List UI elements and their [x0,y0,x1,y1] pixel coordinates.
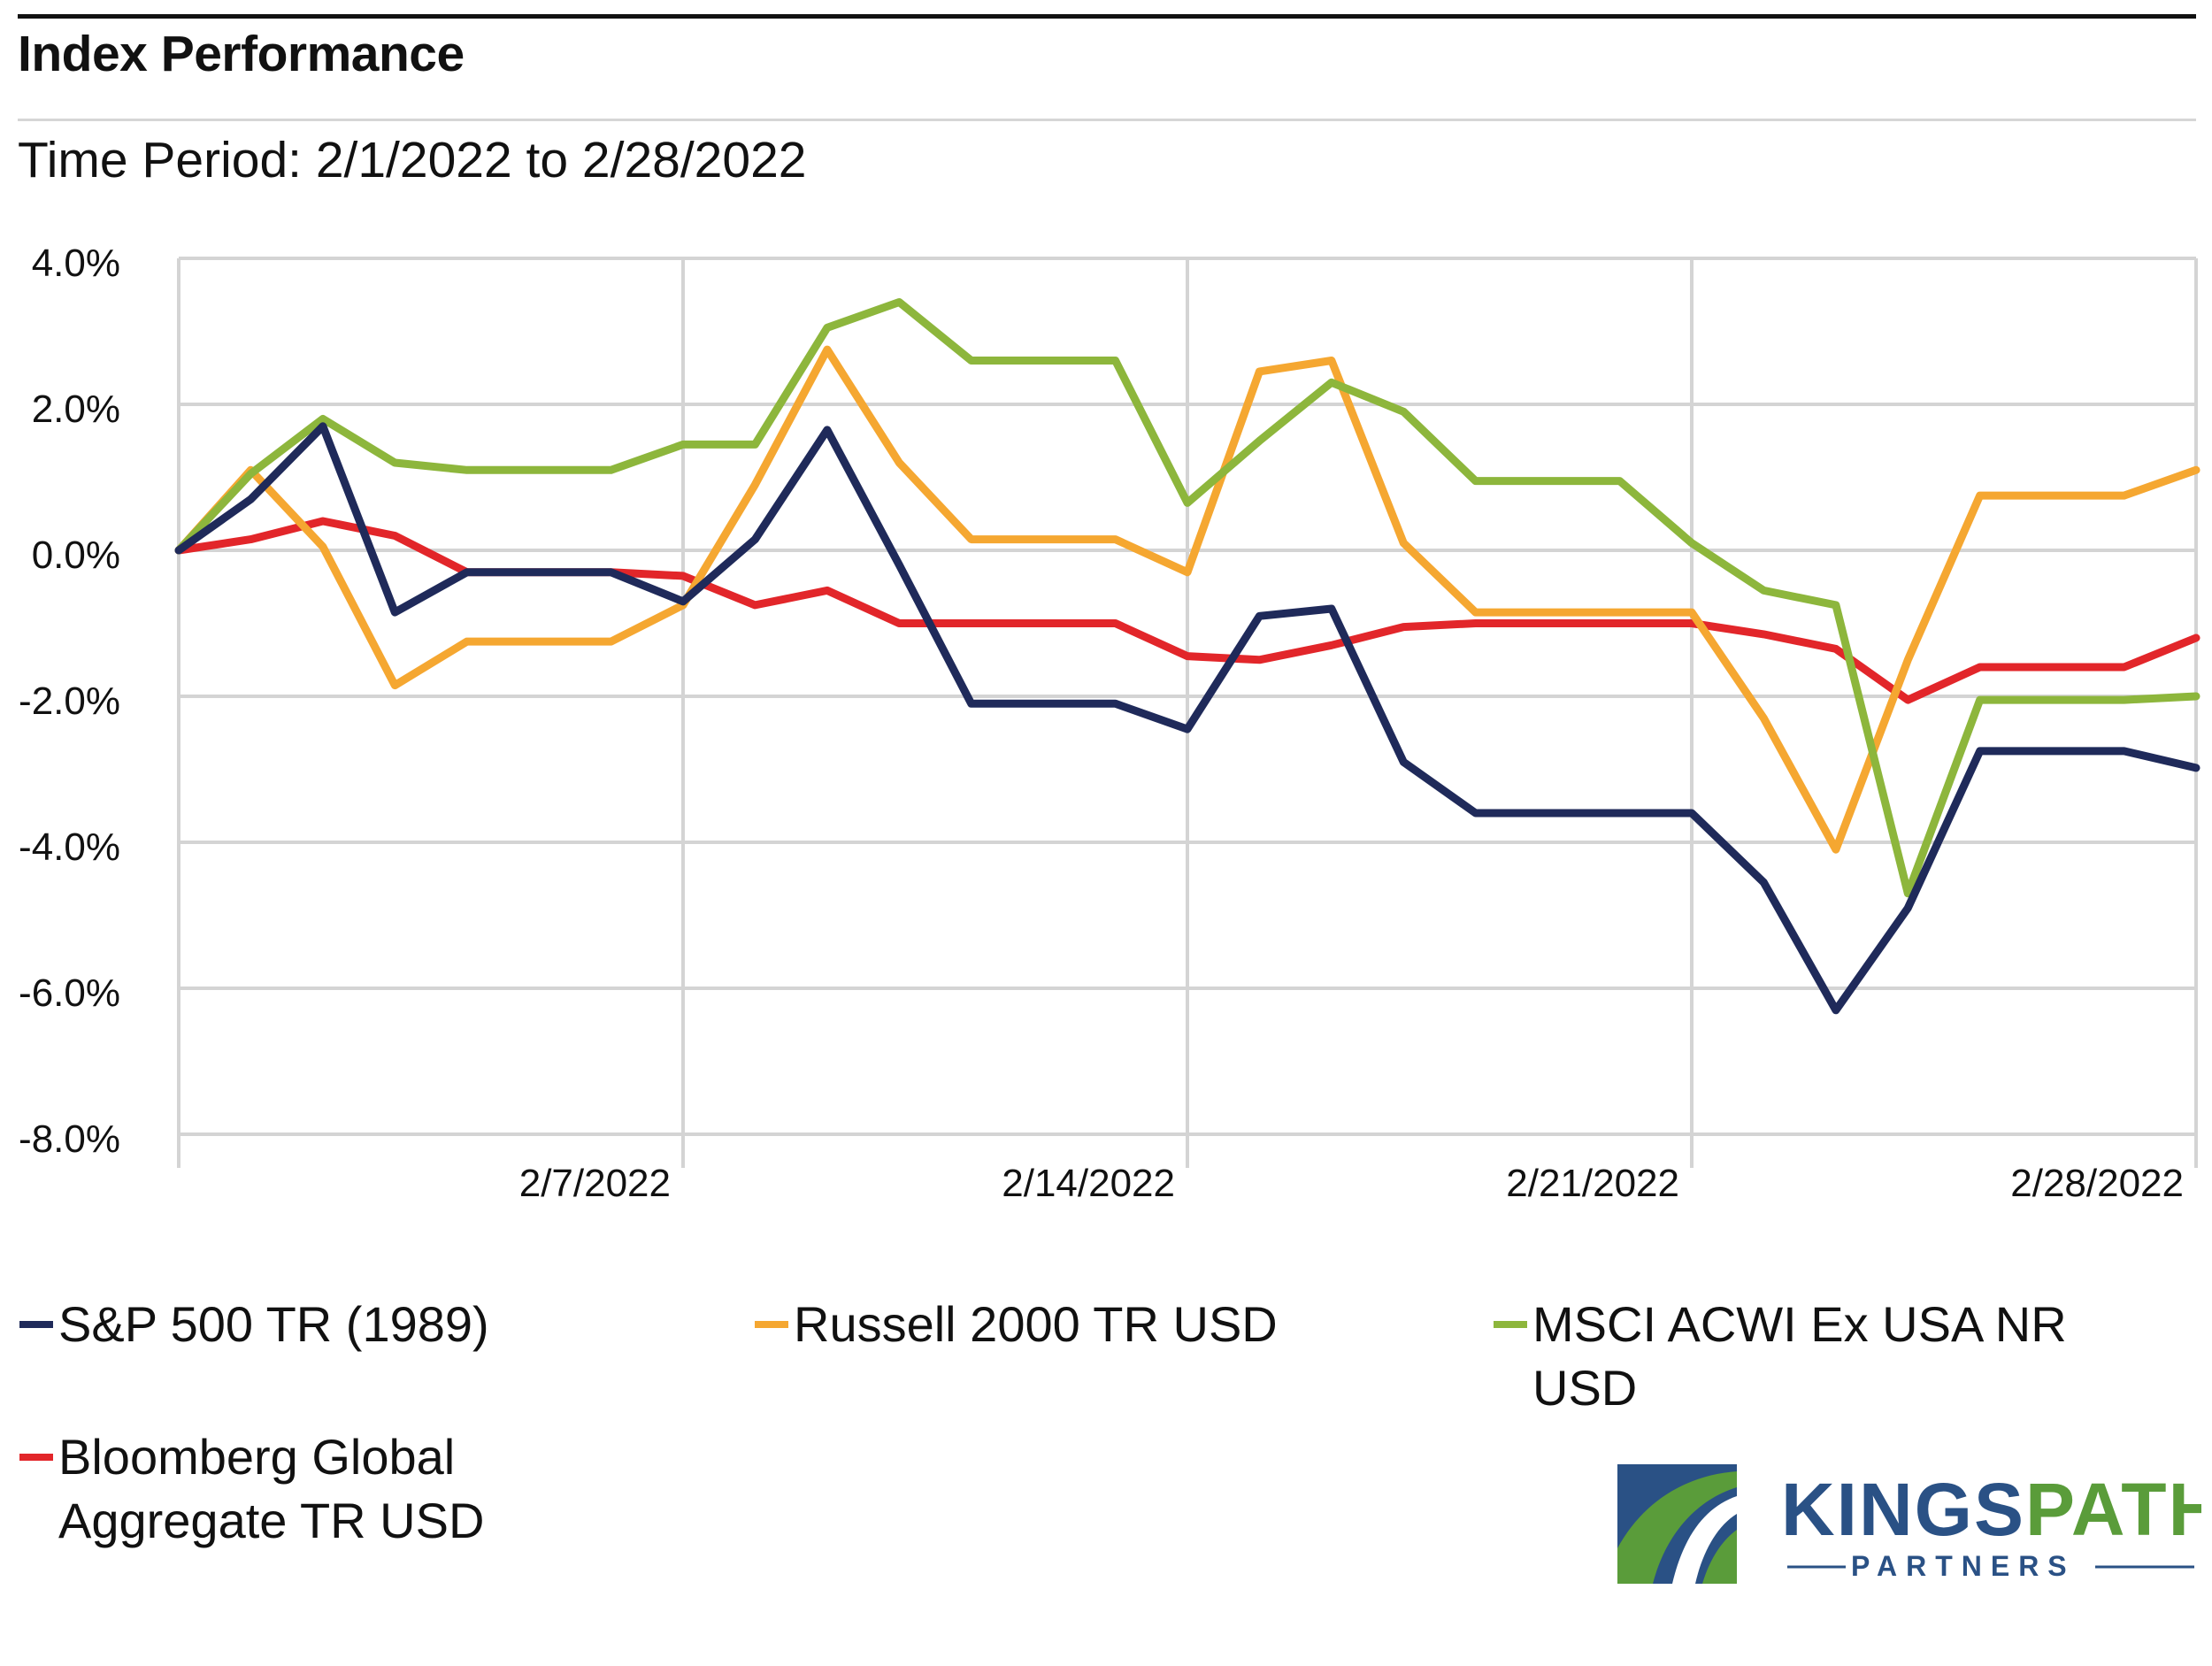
legend-swatch-sp500 [19,1321,53,1328]
index-performance-chart: 4.0% 2.0% 0.0% -2.0% -4.0% -6.0% -8.0% 2/7/202… [19,242,2200,1205]
subtitle-divider [18,119,2196,121]
legend-swatch-msci-acwi [1494,1321,1527,1328]
x-tick-label: 2/14/2022 [1002,1162,1175,1205]
series-line-russell-2000-tr-usd [174,345,2200,854]
legend-swatch-russell2000 [755,1321,788,1328]
logo-name-secondary: PATH [2025,1468,2201,1551]
x-tick-label: 2/28/2022 [2010,1162,2184,1205]
y-tick-label: -6.0% [19,971,120,1015]
legend-item-msci-acwi: MSCI ACWI Ex USA NR USD [1532,1296,2067,1416]
logo-wordmark: KINGSPATH [1781,1468,2201,1551]
chart-series-lines [174,298,2200,1015]
series-line-s-p-500-tr-1989 [174,422,2200,1015]
y-tick-label: -8.0% [19,1117,120,1161]
logo-tagline: PARTNERS [1851,1550,2076,1582]
legend-swatch-bloomberg [19,1454,53,1461]
page-subtitle: Time Period: 2/1/2022 to 2/28/2022 [18,132,807,188]
y-tick-label: 0.0% [32,534,120,577]
legend-item-bloomberg: Bloomberg Global Aggregate TR USD [58,1429,485,1548]
legend-item-sp500: S&P 500 TR (1989) [58,1296,489,1352]
page-title: Index Performance [18,26,465,82]
kingspath-partners-logo: KINGSPATH PARTNERS [1617,1464,2201,1584]
x-tick-label: 2/21/2022 [1506,1162,1679,1205]
y-axis-tick-labels: 4.0% 2.0% 0.0% -2.0% -4.0% -6.0% -8.0% [19,242,120,1161]
series-line-msci-acwi-ex-usa-nr-usd [174,298,2200,898]
legend-item-russell2000: Russell 2000 TR USD [794,1296,1278,1352]
y-tick-label: 4.0% [32,242,120,285]
y-tick-label: -2.0% [19,679,120,723]
logo-mark-icon [1617,1464,1737,1584]
top-rule [18,14,2196,19]
y-tick-label: -4.0% [19,825,120,869]
x-axis-tick-labels: 2/7/2022 2/14/2022 2/21/2022 2/28/2022 [519,1162,2184,1205]
chart-gridlines [177,257,2198,1168]
y-tick-label: 2.0% [32,388,120,431]
x-tick-label: 2/7/2022 [519,1162,671,1205]
logo-name-primary: KINGS [1781,1468,2025,1551]
